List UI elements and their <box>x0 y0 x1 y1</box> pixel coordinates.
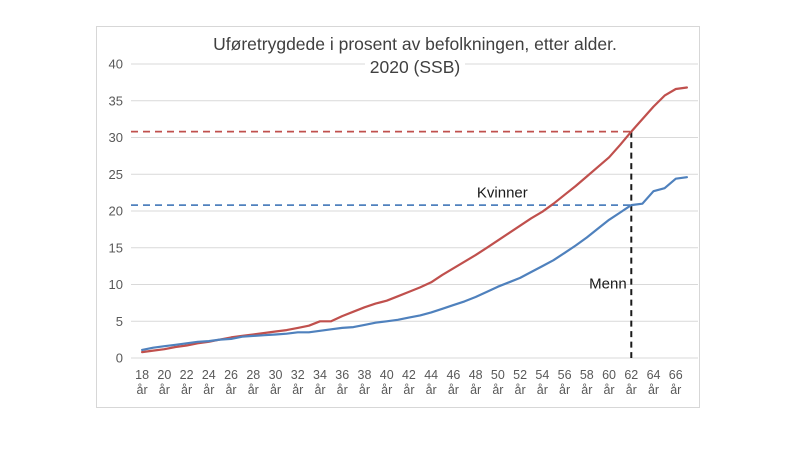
x-tick-label: 60 <box>602 368 616 382</box>
x-tick-label: 44 <box>424 368 438 382</box>
chart-svg: 051015202530354018år20år22år24år26år28år… <box>109 57 698 397</box>
x-tick-unit: år <box>603 383 614 397</box>
x-tick-unit: år <box>470 383 481 397</box>
x-tick-label: 34 <box>313 368 327 382</box>
x-tick-unit: år <box>159 383 170 397</box>
x-tick-label: 20 <box>157 368 171 382</box>
x-tick-label: 52 <box>513 368 527 382</box>
x-tick-label: 30 <box>269 368 283 382</box>
x-tick-label: 32 <box>291 368 305 382</box>
x-tick-label: 36 <box>335 368 349 382</box>
x-tick-unit: år <box>626 383 637 397</box>
y-tick-label: 5 <box>116 314 123 329</box>
series-line-kvinner <box>140 86 689 354</box>
x-tick-label: 22 <box>180 368 194 382</box>
y-tick-label: 35 <box>109 93 123 108</box>
x-tick-unit: år <box>515 383 526 397</box>
x-tick-unit: år <box>270 383 281 397</box>
y-tick-label: 15 <box>109 240 123 255</box>
x-tick-unit: år <box>537 383 548 397</box>
x-tick-unit: år <box>181 383 192 397</box>
x-tick-unit: år <box>581 383 592 397</box>
x-tick-unit: år <box>225 383 236 397</box>
chart-area: 0 5 10 15 20 25 30 35 40 18 år 20 år 22 år 24 år 26 år 28 år… <box>96 26 700 408</box>
x-tick-unit: år <box>337 383 348 397</box>
x-tick-label: 42 <box>402 368 416 382</box>
x-tick-label: 38 <box>358 368 372 382</box>
y-tick-label: 10 <box>109 277 123 292</box>
x-tick-label: 50 <box>491 368 505 382</box>
x-tick-unit: år <box>426 383 437 397</box>
x-tick-unit: år <box>203 383 214 397</box>
x-tick-unit: år <box>403 383 414 397</box>
x-tick-unit: år <box>648 383 659 397</box>
x-tick-unit: år <box>359 383 370 397</box>
y-tick-label: 30 <box>109 130 123 145</box>
x-tick-label: 48 <box>469 368 483 382</box>
x-tick-unit: år <box>137 383 148 397</box>
y-tick-label: 0 <box>116 351 123 366</box>
series-label-kvinner: Kvinner <box>476 184 528 202</box>
y-tick-label: 25 <box>109 167 123 182</box>
x-tick-label: 64 <box>647 368 661 382</box>
x-tick-label: 58 <box>580 368 594 382</box>
x-tick-unit: år <box>559 383 570 397</box>
x-tick-unit: år <box>248 383 259 397</box>
x-tick-label: 46 <box>446 368 460 382</box>
x-tick-label: 28 <box>246 368 260 382</box>
y-tick-label: 20 <box>109 204 123 219</box>
series-label-menn: Menn <box>589 275 627 293</box>
x-tick-label: 26 <box>224 368 238 382</box>
x-tick-unit: år <box>448 383 459 397</box>
x-tick-label: 56 <box>558 368 572 382</box>
x-tick-label: 62 <box>624 368 638 382</box>
x-tick-unit: år <box>670 383 681 397</box>
x-tick-unit: år <box>492 383 503 397</box>
x-tick-unit: år <box>381 383 392 397</box>
x-tick-label: 24 <box>202 368 216 382</box>
x-tick-unit: år <box>314 383 325 397</box>
series-line-menn <box>140 176 689 351</box>
y-tick-label: 40 <box>109 57 123 72</box>
x-tick-unit: år <box>292 383 303 397</box>
x-tick-label: 54 <box>535 368 549 382</box>
x-tick-label: 40 <box>380 368 394 382</box>
x-tick-label: 18 <box>135 368 149 382</box>
x-tick-label: 66 <box>669 368 683 382</box>
